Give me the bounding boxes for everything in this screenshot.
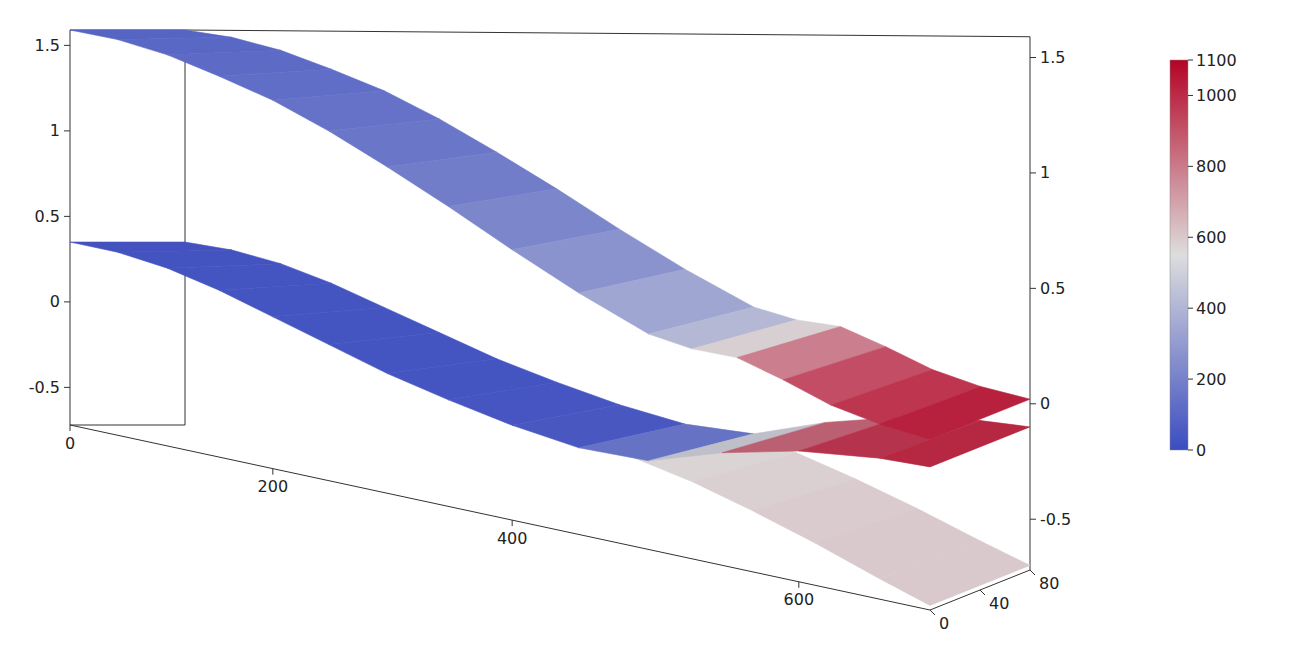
svg-text:0: 0 <box>939 614 949 633</box>
svg-text:0: 0 <box>50 292 60 311</box>
svg-text:600: 600 <box>1196 228 1227 247</box>
svg-text:800: 800 <box>1196 157 1227 176</box>
svg-text:-0.5: -0.5 <box>1040 510 1071 529</box>
svg-text:80: 80 <box>1039 574 1059 593</box>
svg-text:0.5: 0.5 <box>35 207 60 226</box>
svg-text:200: 200 <box>1196 370 1227 389</box>
svg-text:-0.5: -0.5 <box>29 378 60 397</box>
svg-text:1: 1 <box>50 121 60 140</box>
svg-text:1100: 1100 <box>1196 51 1237 70</box>
svg-text:200: 200 <box>258 477 289 496</box>
svg-text:1: 1 <box>1040 163 1050 182</box>
svg-text:1000: 1000 <box>1196 86 1237 105</box>
svg-text:0: 0 <box>1040 394 1050 413</box>
svg-text:1.5: 1.5 <box>35 36 60 55</box>
svg-text:400: 400 <box>497 529 528 548</box>
svg-text:600: 600 <box>784 590 815 609</box>
svg-text:1.5: 1.5 <box>1040 48 1065 67</box>
svg-text:0.5: 0.5 <box>1040 279 1065 298</box>
svg-text:0: 0 <box>65 434 75 453</box>
svg-text:0: 0 <box>1196 441 1206 460</box>
svg-text:40: 40 <box>989 594 1009 613</box>
svg-text:400: 400 <box>1196 299 1227 318</box>
